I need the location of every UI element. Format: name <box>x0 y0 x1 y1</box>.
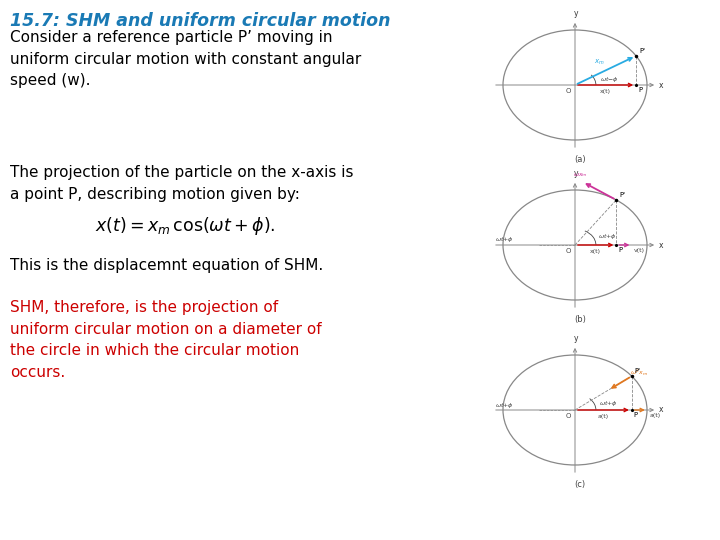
Text: (a): (a) <box>574 155 586 164</box>
Text: x(t): x(t) <box>600 89 611 94</box>
Text: P': P' <box>635 368 641 374</box>
Text: P': P' <box>619 192 625 198</box>
Text: $\omega t{+}\phi$: $\omega t{+}\phi$ <box>598 232 616 241</box>
Text: a(t): a(t) <box>598 414 609 419</box>
Text: O: O <box>566 88 571 94</box>
Text: Consider a reference particle P’ moving in
uniform circular motion with constant: Consider a reference particle P’ moving … <box>10 30 361 88</box>
Text: O: O <box>566 413 571 419</box>
Text: SHM, therefore, is the projection of
uniform circular motion on a diameter of
th: SHM, therefore, is the projection of uni… <box>10 300 322 380</box>
Text: $\omega x_m$: $\omega x_m$ <box>573 171 588 179</box>
Text: a(t): a(t) <box>649 413 661 418</box>
Text: $\omega^2 x_m$: $\omega^2 x_m$ <box>630 368 648 379</box>
Text: P: P <box>638 87 642 93</box>
Text: x: x <box>659 240 664 249</box>
Text: This is the displacemnt equation of SHM.: This is the displacemnt equation of SHM. <box>10 258 323 273</box>
Text: P: P <box>634 412 638 418</box>
Text: $\omega t{+}\phi$: $\omega t{+}\phi$ <box>495 401 514 409</box>
Text: O: O <box>566 248 571 254</box>
Text: y: y <box>574 169 578 178</box>
Text: (b): (b) <box>574 315 586 324</box>
Text: $\omega t{+}\phi$: $\omega t{+}\phi$ <box>600 399 618 408</box>
Text: (c): (c) <box>575 480 585 489</box>
Text: $\omega t{-}\phi$: $\omega t{-}\phi$ <box>600 75 618 84</box>
Text: v(t): v(t) <box>634 248 645 253</box>
Text: y: y <box>574 334 578 343</box>
Text: x: x <box>659 80 664 90</box>
Text: $\mathit{x}(t) = \mathit{x}_m\,\mathrm{cos}(\omega t+\phi).$: $\mathit{x}(t) = \mathit{x}_m\,\mathrm{c… <box>95 215 276 237</box>
Text: P: P <box>618 247 622 253</box>
Text: x(t): x(t) <box>590 249 601 254</box>
Text: The projection of the particle on the x-axis is
a point P, describing motion giv: The projection of the particle on the x-… <box>10 165 354 201</box>
Text: $x_m$: $x_m$ <box>594 58 605 67</box>
Text: P': P' <box>639 48 645 54</box>
Text: y: y <box>574 9 578 18</box>
Text: $\omega t{+}\phi$: $\omega t{+}\phi$ <box>495 235 514 245</box>
Text: x: x <box>659 406 664 415</box>
Text: 15.7: SHM and uniform circular motion: 15.7: SHM and uniform circular motion <box>10 12 390 30</box>
